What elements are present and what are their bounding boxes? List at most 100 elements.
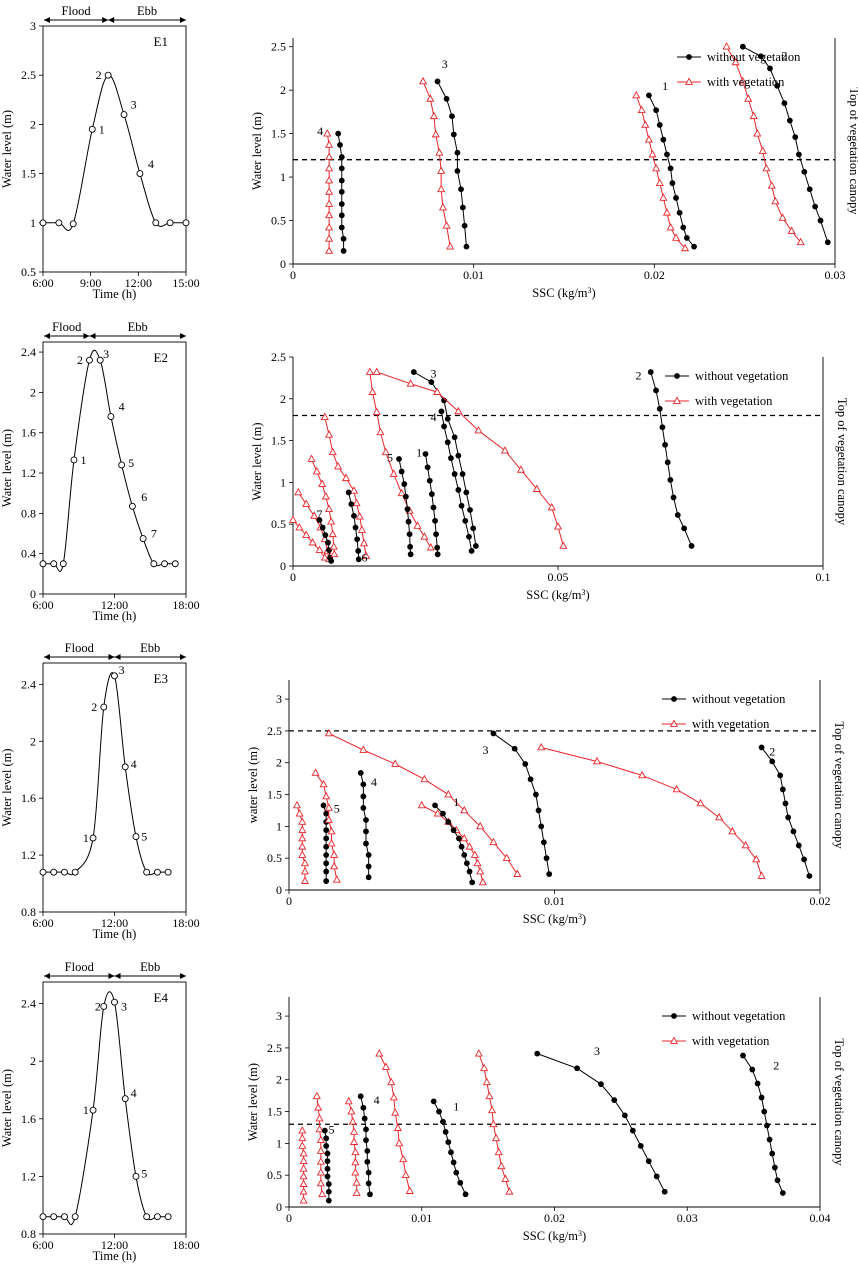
tide-point xyxy=(100,1003,108,1010)
without-vegetation-marker xyxy=(463,243,470,250)
with-vegetation-marker xyxy=(307,454,316,462)
with-vegetation-marker xyxy=(295,809,304,817)
with-vegetation-marker xyxy=(298,833,307,842)
without-vegetation-marker xyxy=(357,770,364,776)
without-vegetation-marker xyxy=(646,92,652,99)
curve-label: 5 xyxy=(328,1122,334,1136)
with-vegetation-marker xyxy=(325,152,334,160)
with-vegetation-marker xyxy=(344,1096,353,1105)
with-vegetation-marker xyxy=(741,840,750,849)
with-vegetation-marker xyxy=(325,140,334,148)
without-vegetation-marker xyxy=(656,405,663,412)
tide-point xyxy=(132,1172,140,1180)
with-vegetation-marker xyxy=(325,246,334,254)
x-axis-title: Time (h) xyxy=(93,1249,137,1263)
ebb-arrow-left-head xyxy=(114,654,121,660)
with-vegetation-marker xyxy=(757,871,766,879)
with-vegetation-marker xyxy=(329,542,338,550)
with-vegetation-marker xyxy=(419,76,428,85)
x-tick-label: 0.03 xyxy=(825,268,846,282)
without-vegetation-marker xyxy=(466,868,473,875)
without-vegetation-marker xyxy=(319,524,326,531)
with-vegetation-marker xyxy=(762,163,771,172)
x-tick-label: 0.01 xyxy=(544,894,565,908)
without-vegetation-marker xyxy=(740,1052,746,1059)
without-vegetation-marker xyxy=(440,810,446,817)
x-tick-label: 6:00 xyxy=(32,276,53,290)
with-vegetation-marker xyxy=(787,226,796,234)
curve-label: 1 xyxy=(416,445,422,459)
without-vegetation-marker xyxy=(535,807,542,814)
with-vegetation-marker xyxy=(355,512,364,520)
x-tick-label: 9:00 xyxy=(80,276,101,290)
without-vegetation-marker xyxy=(681,525,688,532)
without-vegetation-marker xyxy=(455,452,462,459)
without-vegetation-marker xyxy=(363,840,369,847)
without-vegetation-marker xyxy=(458,843,465,850)
tide-point xyxy=(69,220,77,228)
with-vegetation-marker xyxy=(319,779,328,788)
with-vegetation-marker xyxy=(387,1077,396,1086)
legend-with-label: with vegetation xyxy=(707,75,785,89)
without-vegetation-marker xyxy=(611,1097,618,1103)
with-vegetation-marker xyxy=(426,543,435,551)
with-vegetation-marker xyxy=(362,551,371,559)
tide-point xyxy=(153,868,161,876)
without-vegetation-marker xyxy=(325,1188,332,1195)
time-panel: 6:00 12:00 18:00 0.8 1.2 1.6 2 2.4 Time (h) Water… xyxy=(0,960,200,1263)
with-vegetation-marker xyxy=(308,538,317,546)
with-vegetation-marker xyxy=(299,1179,308,1187)
with-vegetation-marker xyxy=(648,149,657,158)
tide-point-label: 3 xyxy=(131,98,137,112)
without-vegetation-line xyxy=(437,81,467,247)
without-vegetation-marker xyxy=(444,439,451,446)
with-vegetation-marker xyxy=(288,515,298,523)
with-vegetation-marker xyxy=(351,1157,360,1166)
canopy-label: Top of vegetation canopy xyxy=(835,398,849,526)
without-vegetation-marker xyxy=(426,477,433,484)
y-tick-label: 1.5 xyxy=(267,1105,282,1119)
superscript: 3 xyxy=(578,912,582,921)
without-vegetation-marker xyxy=(467,507,473,513)
with-vegetation-marker xyxy=(476,867,485,875)
with-vegetation-marker xyxy=(298,825,307,834)
with-vegetation-line xyxy=(635,95,686,249)
tide-point xyxy=(182,219,190,227)
unit-close: ) xyxy=(592,286,596,300)
x-tick-label: 0 xyxy=(286,894,292,908)
tide-point xyxy=(50,868,58,876)
tide-point xyxy=(120,111,128,119)
without-vegetation-marker xyxy=(323,810,330,817)
with-vegetation-marker xyxy=(474,1049,483,1057)
with-vegetation-marker xyxy=(476,821,485,830)
with-vegetation-marker xyxy=(431,129,440,138)
tide-point xyxy=(71,1213,79,1221)
without-vegetation-marker xyxy=(664,459,671,466)
with-vegetation-marker xyxy=(298,850,307,858)
x-tick-label: 6:00 xyxy=(32,1238,53,1252)
without-vegetation-marker xyxy=(683,235,690,241)
with-vegetation-marker xyxy=(299,1196,308,1204)
y-tick-label: 1 xyxy=(276,1136,282,1150)
without-vegetation-marker xyxy=(522,761,529,767)
with-vegetation-marker xyxy=(672,784,681,793)
time-panel: 6:00 9:00 12:00 15:00 0.5 1 1.5 2 2.5 3 Time (h) Wa… xyxy=(0,4,200,301)
legend-without-label: without vegetation xyxy=(692,692,786,706)
with-vegetation-marker xyxy=(632,90,641,99)
with-vegetation-marker xyxy=(480,1063,489,1072)
without-vegetation-marker xyxy=(667,476,674,483)
without-vegetation-line xyxy=(440,411,473,552)
without-vegetation-marker xyxy=(461,852,468,858)
with-vegetation-marker xyxy=(502,853,511,862)
without-vegetation-marker xyxy=(766,1136,773,1143)
with-vegetation-marker xyxy=(494,1147,503,1156)
tide-point xyxy=(60,1213,68,1221)
with-vegetation-marker xyxy=(294,487,303,496)
without-vegetation-marker xyxy=(739,43,746,50)
with-vegetation-marker xyxy=(302,530,311,538)
legend-without-marker xyxy=(674,373,680,379)
with-vegetation-marker xyxy=(349,1127,359,1135)
without-vegetation-line xyxy=(323,805,327,882)
y-tick-label: 1 xyxy=(280,170,286,184)
